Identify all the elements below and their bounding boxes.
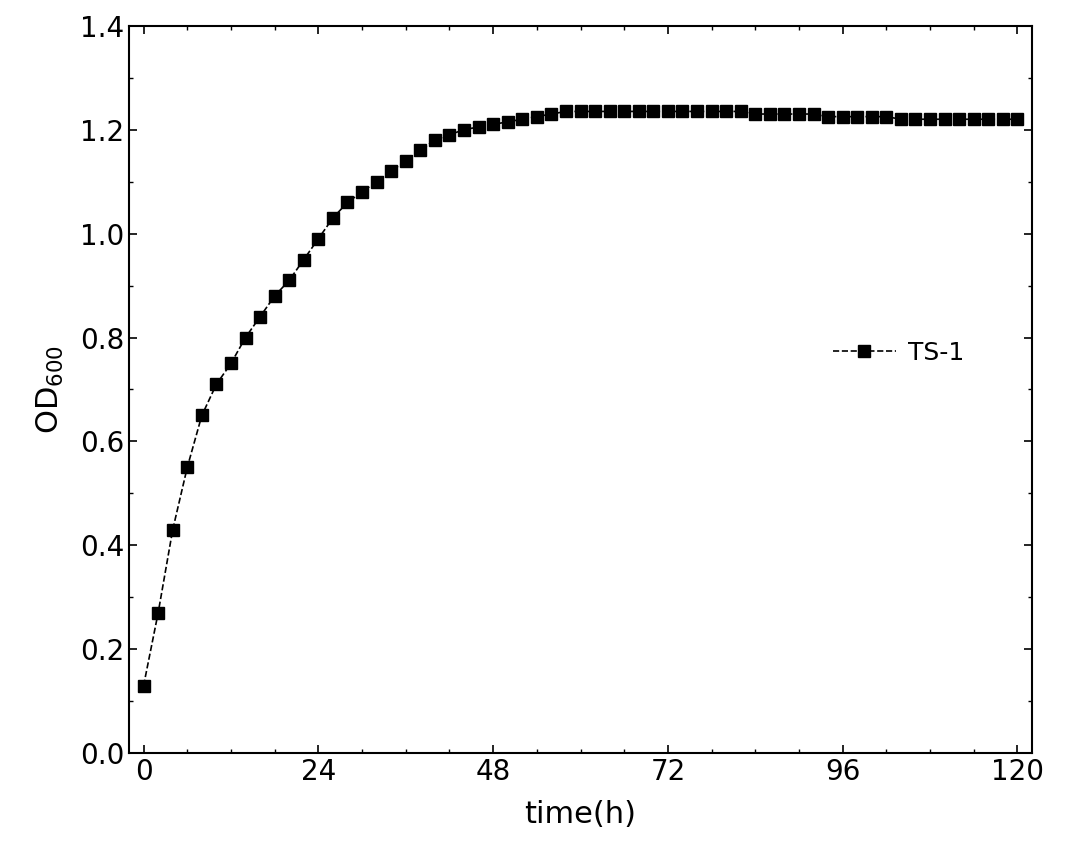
TS-1 [676, 106, 689, 116]
TS-1 [909, 114, 922, 124]
Y-axis label: OD$_{600}$: OD$_{600}$ [34, 345, 66, 434]
TS-1 [341, 197, 354, 207]
TS-1 [1010, 114, 1023, 124]
TS-1 [559, 106, 572, 116]
Line: TS-1: TS-1 [138, 106, 1023, 692]
Legend: TS-1: TS-1 [823, 331, 974, 375]
X-axis label: time(h): time(h) [525, 800, 636, 829]
TS-1 [312, 234, 325, 244]
TS-1 [443, 130, 456, 140]
TS-1 [618, 106, 631, 116]
TS-1 [138, 681, 150, 691]
